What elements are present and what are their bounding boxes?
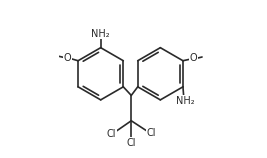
- Text: Cl: Cl: [106, 129, 116, 139]
- Text: NH₂: NH₂: [91, 28, 110, 39]
- Text: Cl: Cl: [127, 138, 136, 148]
- Text: O: O: [190, 54, 197, 64]
- Text: Cl: Cl: [147, 128, 156, 138]
- Text: NH₂: NH₂: [176, 96, 194, 106]
- Text: O: O: [64, 53, 72, 63]
